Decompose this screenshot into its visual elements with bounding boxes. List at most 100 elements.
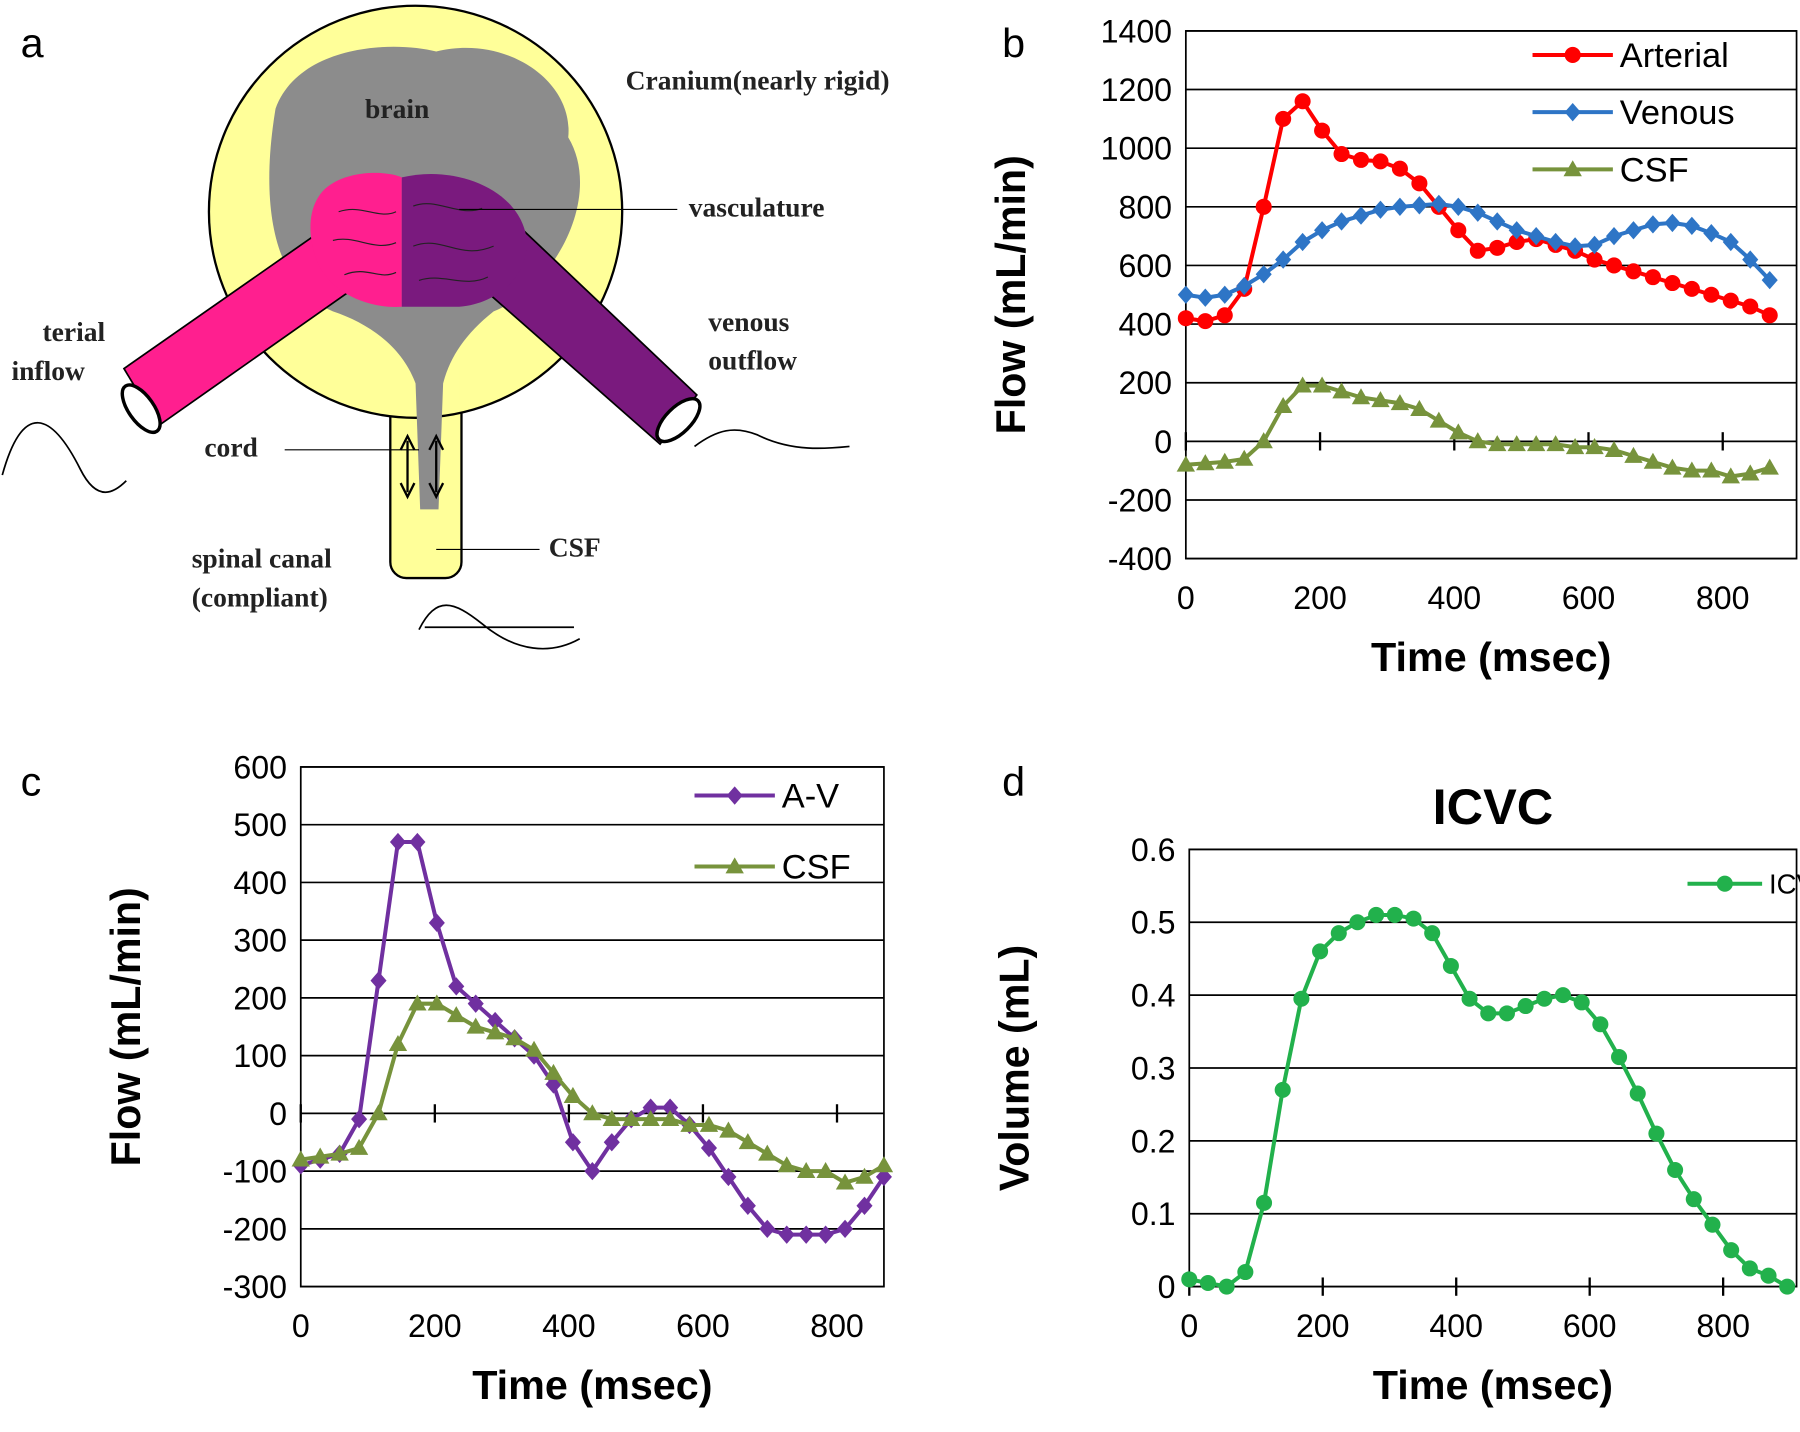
marker <box>1390 394 1410 411</box>
marker <box>1683 216 1700 236</box>
y-tick-label: 300 <box>233 923 287 959</box>
marker <box>1332 382 1351 399</box>
y-axis-label: Volume (mL) <box>992 945 1038 1191</box>
marker <box>855 1167 874 1184</box>
marker <box>1567 237 1584 256</box>
marker <box>1177 310 1194 327</box>
marker <box>1760 458 1779 475</box>
marker <box>622 1110 641 1127</box>
marker <box>427 994 447 1011</box>
y-tick-label: 0 <box>1154 424 1172 460</box>
marker <box>1625 221 1642 240</box>
marker <box>1761 270 1778 290</box>
marker <box>1429 411 1449 428</box>
label-venous: venous <box>708 306 789 337</box>
series-line <box>300 1001 885 1185</box>
label-vasculature: vasculature <box>689 191 825 222</box>
y-tick-label: 0.2 <box>1131 1123 1176 1159</box>
marker <box>1469 242 1486 259</box>
marker <box>1181 1271 1198 1288</box>
marker <box>875 1167 892 1187</box>
label-csf: CSF <box>549 531 601 562</box>
marker <box>1468 432 1487 449</box>
marker <box>758 1144 777 1161</box>
csf-wave <box>418 604 581 650</box>
marker <box>1199 1274 1217 1291</box>
marker <box>1741 464 1760 481</box>
marker <box>370 971 387 990</box>
marker <box>1586 251 1603 268</box>
marker <box>1236 276 1253 296</box>
label-brain: brain <box>365 93 429 124</box>
marker <box>1586 235 1603 255</box>
label-spinal-canal: spinal canal <box>192 543 332 574</box>
y-tick-label: 100 <box>233 1038 287 1074</box>
legend-label: CSF <box>782 849 851 887</box>
marker <box>1489 212 1506 231</box>
x-tick-label: 0 <box>1177 580 1195 616</box>
chart: d ICVC 0 0.1 0.2 0.3 0.4 0.5 0.6 0 200 400 600 800 Tim… <box>992 759 1800 1408</box>
marker <box>1760 1267 1777 1284</box>
marker <box>796 1161 816 1179</box>
marker <box>428 913 445 933</box>
panel-label: d <box>1002 759 1025 805</box>
marker <box>1629 1085 1646 1102</box>
marker <box>1592 1016 1609 1033</box>
marker <box>1721 467 1740 484</box>
marker <box>1372 153 1389 170</box>
marker <box>1254 432 1273 449</box>
x-tick-label: 800 <box>1696 580 1750 616</box>
x-tick-label: 800 <box>1696 1308 1750 1344</box>
marker <box>1480 1005 1497 1022</box>
label-cranium: Cranium(nearly rigid) <box>626 64 890 95</box>
x-axis-label: Time (msec) <box>1373 1362 1613 1408</box>
marker <box>1275 110 1292 127</box>
marker <box>1461 990 1478 1007</box>
marker <box>856 1196 873 1215</box>
marker <box>816 1161 835 1179</box>
x-tick-label: 200 <box>408 1308 462 1344</box>
legend-marker <box>1564 46 1581 63</box>
marker <box>1352 151 1370 168</box>
tube-end <box>120 383 162 435</box>
marker <box>447 1006 466 1023</box>
marker <box>1573 994 1590 1011</box>
marker <box>1424 925 1441 942</box>
marker <box>738 1133 758 1150</box>
marker <box>369 1104 388 1121</box>
legend-label: Arterial <box>1620 37 1729 75</box>
marker <box>583 1104 602 1121</box>
y-tick-label: 600 <box>233 749 287 785</box>
marker <box>1391 160 1408 177</box>
marker <box>330 1144 349 1161</box>
marker <box>1625 263 1642 280</box>
marker <box>389 832 406 852</box>
marker <box>1197 288 1214 307</box>
marker <box>1488 435 1507 452</box>
y-tick-label: 0.6 <box>1131 832 1176 868</box>
x-tick-label: 600 <box>1563 1308 1617 1344</box>
venous-vessels <box>401 173 527 307</box>
marker <box>1255 198 1272 215</box>
legend-label: Venous <box>1620 94 1735 132</box>
marker <box>544 1063 563 1080</box>
marker <box>641 1110 660 1127</box>
marker <box>1312 376 1332 393</box>
y-axis-label: Flow (mL/min) <box>103 887 149 1166</box>
marker <box>1216 307 1233 324</box>
marker <box>1605 226 1623 246</box>
marker <box>1386 906 1403 923</box>
leader-lines <box>284 208 678 551</box>
y-tick-label: -200 <box>223 1211 287 1247</box>
y-tick-label: 200 <box>233 980 287 1016</box>
legend-label: A-V <box>782 778 839 816</box>
marker <box>1604 440 1624 458</box>
marker <box>660 1110 680 1127</box>
marker <box>485 1023 505 1040</box>
panel-label: c <box>21 759 42 805</box>
marker <box>1489 239 1506 256</box>
x-axis-label: Time (msec) <box>1371 634 1611 680</box>
legend-label: ICVC <box>1769 868 1800 899</box>
marker <box>1741 1260 1758 1277</box>
